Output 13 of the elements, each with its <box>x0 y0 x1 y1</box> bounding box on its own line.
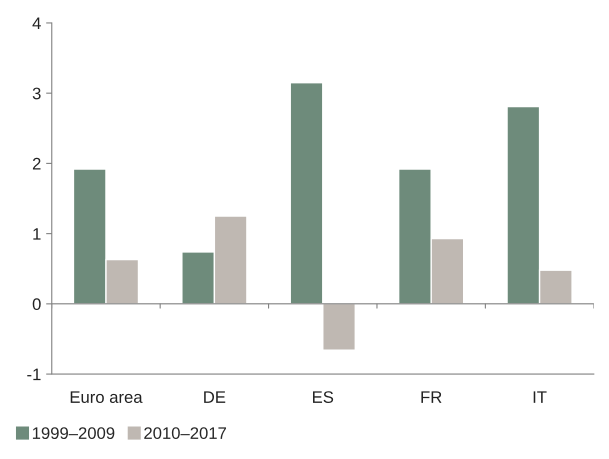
legend-label: 2010–2017 <box>144 427 226 440</box>
x-tick-label: DE <box>204 391 226 403</box>
y-tick-label: 1 <box>33 228 41 240</box>
x-tick-label: FR <box>421 391 442 403</box>
x-tick-label: IT <box>534 391 547 403</box>
y-tick-label: 3 <box>32 88 41 100</box>
y-tick-label: -1 <box>27 368 41 380</box>
y-tick-label: 4 <box>32 18 41 29</box>
y-tick-label: 0 <box>32 298 41 310</box>
x-tick-label: ES <box>313 391 334 403</box>
y-tick-label: 2 <box>32 158 41 170</box>
x-tick-label: Euro area <box>70 391 143 403</box>
legend-label: 1999–2009 <box>32 427 114 440</box>
